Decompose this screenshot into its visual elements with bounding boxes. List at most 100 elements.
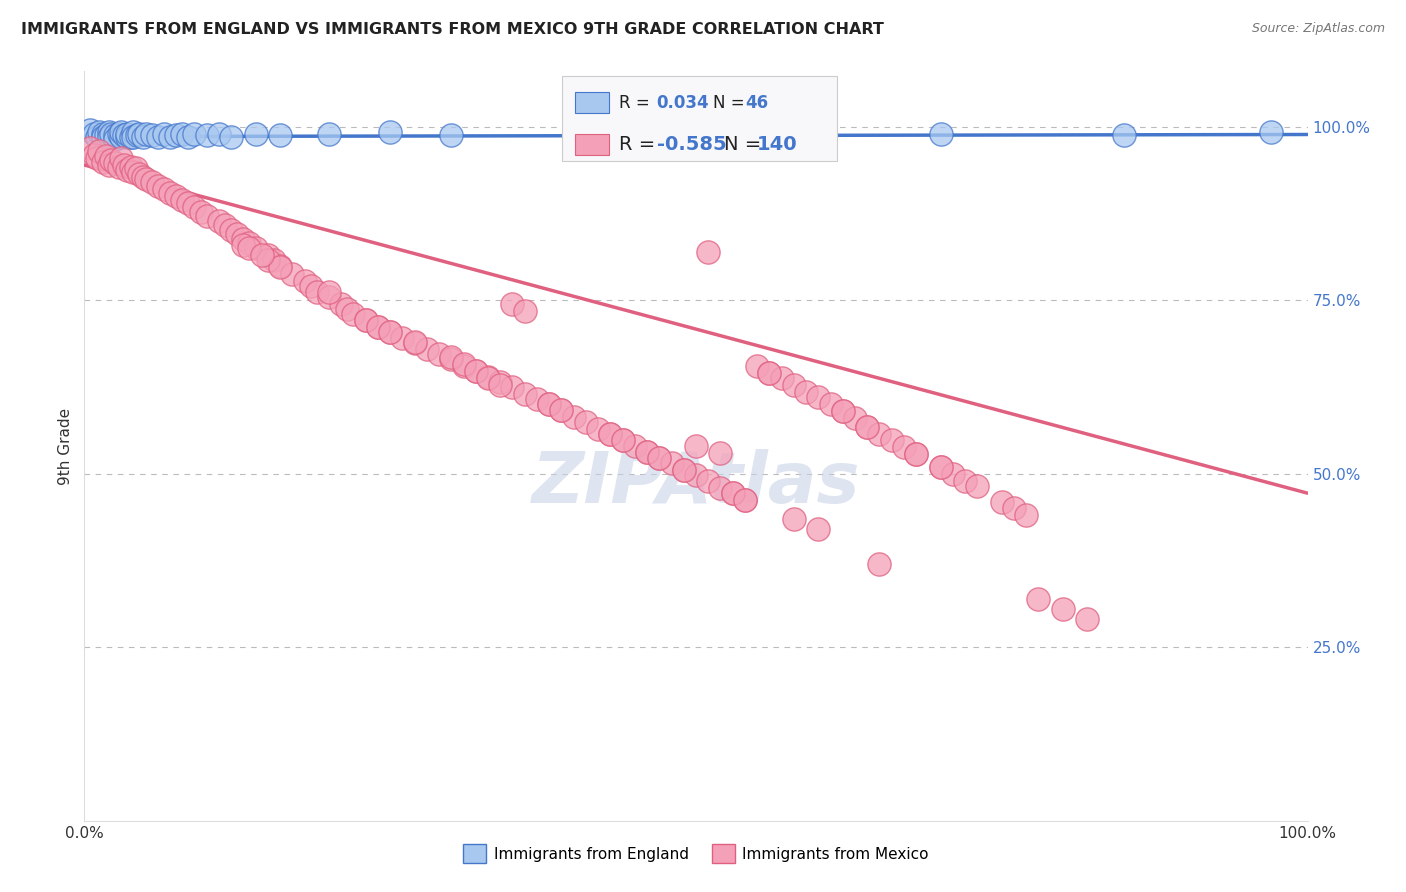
Point xyxy=(110,151,132,165)
Point xyxy=(953,474,976,488)
Point xyxy=(110,125,132,139)
Point xyxy=(195,128,218,143)
Point xyxy=(146,178,169,193)
Point xyxy=(79,141,101,155)
Point xyxy=(354,312,377,326)
Point xyxy=(86,130,108,145)
Point xyxy=(427,347,450,361)
Point xyxy=(104,128,127,143)
Point xyxy=(661,456,683,470)
Point xyxy=(831,404,853,418)
Point xyxy=(636,444,658,458)
Point xyxy=(747,130,769,145)
Point xyxy=(172,127,194,141)
Point xyxy=(97,125,120,139)
Point xyxy=(929,459,952,474)
Point xyxy=(1028,591,1050,606)
Point xyxy=(132,169,155,184)
Point xyxy=(115,162,138,177)
Point xyxy=(929,459,952,474)
Point xyxy=(820,397,842,411)
Point xyxy=(869,557,891,571)
Point xyxy=(538,397,561,411)
Text: R =: R = xyxy=(619,135,661,154)
Point xyxy=(219,222,242,236)
Point xyxy=(612,434,634,448)
Point xyxy=(318,290,340,304)
Point xyxy=(831,404,853,418)
Point xyxy=(96,128,118,143)
Point xyxy=(342,307,364,321)
Point xyxy=(120,160,142,174)
Point xyxy=(550,403,572,417)
Point xyxy=(125,128,148,143)
Point xyxy=(672,463,695,477)
Point xyxy=(440,352,463,367)
Point xyxy=(770,371,793,385)
Text: ZIPAtlas: ZIPAtlas xyxy=(531,449,860,518)
Point xyxy=(91,154,114,169)
Point xyxy=(380,325,402,339)
Point xyxy=(1076,612,1098,626)
Y-axis label: 9th Grade: 9th Grade xyxy=(58,408,73,484)
Point xyxy=(489,375,512,389)
Point xyxy=(83,127,105,141)
Point xyxy=(232,237,254,252)
Point xyxy=(404,334,426,349)
Point xyxy=(929,127,952,141)
Point xyxy=(380,125,402,139)
Point xyxy=(177,130,200,145)
Point xyxy=(538,397,561,411)
Point xyxy=(869,426,891,441)
Text: N =: N = xyxy=(713,94,749,112)
Text: Source: ZipAtlas.com: Source: ZipAtlas.com xyxy=(1251,22,1385,36)
Text: 0.034: 0.034 xyxy=(657,94,709,112)
Point xyxy=(747,359,769,374)
Point xyxy=(208,127,231,141)
Text: -0.585: -0.585 xyxy=(657,135,727,154)
Point xyxy=(238,236,260,251)
Point xyxy=(219,130,242,145)
Point xyxy=(305,285,328,299)
Point xyxy=(107,127,129,141)
Point xyxy=(107,160,129,174)
Point xyxy=(183,127,205,141)
Point xyxy=(550,403,572,417)
Point xyxy=(526,392,548,406)
Point xyxy=(562,127,585,141)
Point xyxy=(697,474,720,488)
Point xyxy=(122,125,145,139)
Point xyxy=(1015,508,1038,523)
Point xyxy=(709,481,731,495)
Point xyxy=(104,132,127,146)
Point xyxy=(586,422,609,436)
Point xyxy=(807,522,830,536)
Point xyxy=(612,434,634,448)
Point xyxy=(905,447,928,461)
Point xyxy=(1052,602,1074,616)
Point xyxy=(416,342,439,356)
Point xyxy=(257,248,280,262)
Point xyxy=(87,125,110,139)
Point xyxy=(195,209,218,223)
Point xyxy=(318,127,340,141)
Point xyxy=(269,128,291,143)
Point xyxy=(269,259,291,273)
Point xyxy=(367,319,389,334)
Point xyxy=(294,274,316,288)
Point xyxy=(575,415,598,429)
Point xyxy=(153,182,176,196)
Point xyxy=(208,213,231,227)
Point xyxy=(477,369,499,384)
Point xyxy=(263,253,285,268)
Point xyxy=(794,384,817,399)
Text: R =: R = xyxy=(619,94,655,112)
Point xyxy=(1260,125,1282,139)
Point xyxy=(159,186,181,200)
Point xyxy=(86,151,108,165)
Point xyxy=(991,494,1014,508)
Point xyxy=(856,419,879,434)
Point xyxy=(1114,128,1136,143)
Point xyxy=(489,378,512,392)
Point xyxy=(141,128,163,143)
